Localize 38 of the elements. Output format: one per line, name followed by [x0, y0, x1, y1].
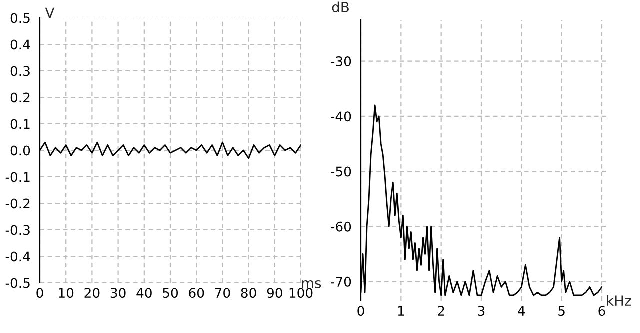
x-tick-label: 50	[163, 288, 178, 298]
y-tick-label: -0.3	[6, 225, 30, 236]
y-tick-label: 0.3	[10, 66, 30, 76]
x-tick-label: 10	[59, 288, 74, 298]
x-tick-label: 20	[84, 288, 100, 298]
x-tick-label: 80	[241, 288, 256, 298]
y-tick-label: -40	[331, 112, 352, 122]
x-tick-label: 100	[290, 288, 313, 298]
x-tick-label: 2	[438, 306, 444, 316]
x-tick-label: 6	[598, 306, 606, 316]
x-tick-label: 4	[518, 306, 526, 316]
y-tick-label: 0.4	[10, 40, 30, 50]
y-tick-label: 0.5	[10, 13, 30, 24]
x-tick-label: 30	[110, 288, 126, 298]
y-tick-label: -60	[331, 222, 352, 232]
x-tick-label: 40	[136, 288, 152, 298]
x-tick-label: 0	[36, 288, 44, 298]
y-tick-label: -0.2	[6, 198, 30, 209]
x-tick-label: 1	[398, 306, 404, 316]
y-tick-label: -70	[331, 276, 352, 287]
x-tick-label: 60	[189, 288, 204, 298]
y-tick-label: 0.1	[10, 119, 30, 130]
x-tick-label: 0	[358, 306, 364, 316]
x-axis-title: ms	[302, 280, 322, 288]
y-axis-title: V	[45, 8, 55, 18]
x-tick-label: 3	[478, 306, 485, 316]
y-tick-label: 0.2	[10, 92, 30, 103]
y-tick-label: -50	[331, 166, 352, 177]
y-tick-label: -0.5	[6, 278, 30, 288]
y-tick-label: -0.4	[6, 252, 30, 262]
x-axis-title: kHz	[607, 295, 632, 306]
x-tick-label: 70	[215, 288, 230, 298]
y-tick-label: -30	[331, 56, 352, 67]
x-tick-label: 90	[267, 288, 282, 298]
y-tick-label: 0.0	[10, 146, 30, 156]
y-tick-label: -0.1	[6, 172, 30, 182]
x-tick-label: 5	[558, 306, 565, 316]
y-axis-title: dB	[332, 2, 349, 12]
